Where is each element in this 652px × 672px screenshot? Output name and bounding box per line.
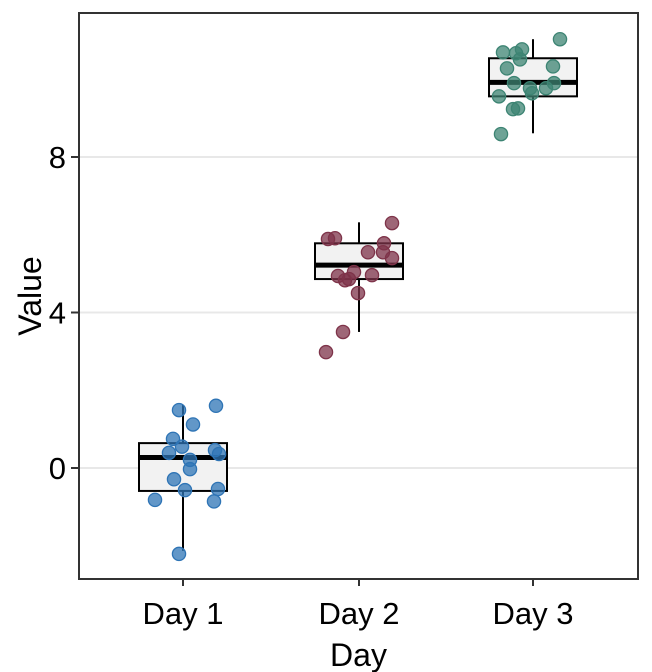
jitter-point-day-1	[171, 402, 187, 418]
jitter-point-day-2	[320, 231, 336, 247]
jitter-point-day-1	[208, 398, 224, 414]
jitter-point-day-2	[335, 324, 351, 340]
jitter-point-day-3	[499, 61, 515, 76]
jitter-point-day-3	[512, 52, 528, 67]
jitter-point-day-3	[524, 85, 540, 101]
jitter-point-day-3	[545, 59, 561, 74]
jitter-point-day-1	[210, 481, 226, 497]
jitter-point-day-1	[206, 494, 222, 509]
jitter-point-day-1	[171, 546, 187, 562]
y-tick-label-4: 4	[49, 296, 66, 331]
jitter-point-day-3	[538, 80, 554, 96]
jitter-point-day-1	[166, 472, 182, 487]
jitter-point-day-1	[177, 482, 193, 498]
jitter-point-day-3	[493, 126, 509, 142]
y-axis-title: Value	[12, 256, 48, 336]
jitter-point-day-1	[174, 439, 190, 454]
x-tick-label-3: Day 3	[493, 596, 574, 631]
jitter-point-day-2	[384, 215, 400, 231]
jitter-point-day-1	[147, 492, 163, 508]
jitter-point-day-2	[318, 344, 334, 360]
jitter-point-day-3	[506, 75, 522, 91]
jitter-point-day-3	[491, 89, 507, 104]
y-tick-label-0: 0	[49, 451, 66, 486]
x-axis-title: Day	[330, 637, 387, 672]
jitter-point-day-2	[337, 272, 353, 288]
jitter-point-day-3	[505, 101, 521, 117]
jitter-point-day-2	[364, 267, 380, 283]
jitter-point-day-2	[384, 250, 400, 266]
jitter-point-day-1	[182, 461, 198, 477]
jitter-point-day-3	[495, 45, 511, 60]
y-tick-label-8: 8	[49, 140, 66, 175]
jitter-point-day-1	[161, 445, 177, 461]
jitter-point-day-3	[552, 31, 568, 47]
jitter-point-day-1	[211, 446, 227, 462]
jitter-point-day-1	[185, 417, 201, 432]
jitter-point-day-2	[360, 244, 376, 260]
x-tick-label-2: Day 2	[319, 596, 400, 631]
x-tick-label-1: Day 1	[143, 596, 224, 631]
jitter-point-day-2	[350, 285, 366, 301]
